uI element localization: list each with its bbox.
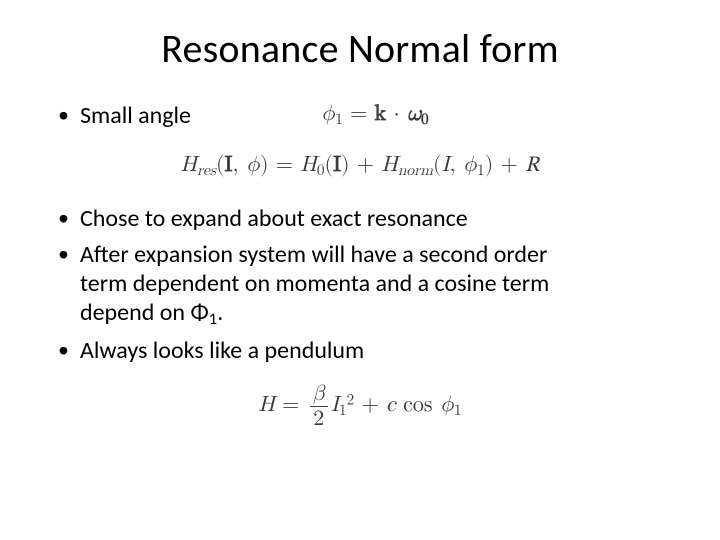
slide-title: Resonance Normal form <box>58 24 662 73</box>
equation-pendulum: H = β2I12 + c cos ϕ1 <box>58 383 662 430</box>
bullet-after-expansion: After expansion system will have a secon… <box>58 240 662 330</box>
bullet-pendulum-text: Always looks like a pendulum <box>80 336 364 365</box>
bullet-small-angle-text: Small angle <box>80 101 191 130</box>
bullet-pendulum: Always looks like a pendulum <box>58 336 662 365</box>
bullet-after-expansion-l2: term dependent on momenta and a cosine t… <box>80 269 549 298</box>
equation-phi1: ϕ1 = k · ω0 <box>321 101 429 130</box>
bullet-after-expansion-l3b: . <box>217 298 223 327</box>
bullet-after-expansion-l3a: depend on <box>80 298 190 327</box>
bullet-after-expansion-l1: After expansion system will have a secon… <box>80 240 547 269</box>
bullet-expand-resonance: Chose to expand about exact resonance <box>58 204 662 233</box>
bullet-expand-resonance-text: Chose to expand about exact resonance <box>80 204 468 233</box>
bullet-list: Small angle ϕ1 = k · ω0 <box>58 101 662 130</box>
slide: Resonance Normal form Small angle ϕ1 = k… <box>0 0 720 540</box>
equation-hres: Hres(I, ϕ) = H0(I) + Hnorm(I, ϕ1) + R <box>58 152 662 180</box>
phi-symbol: Φ <box>190 298 208 327</box>
phi-subscript: 1 <box>209 308 218 329</box>
bullet-small-angle: Small angle ϕ1 = k · ω0 <box>58 101 662 130</box>
bullet-list-2: Chose to expand about exact resonance Af… <box>58 204 662 365</box>
